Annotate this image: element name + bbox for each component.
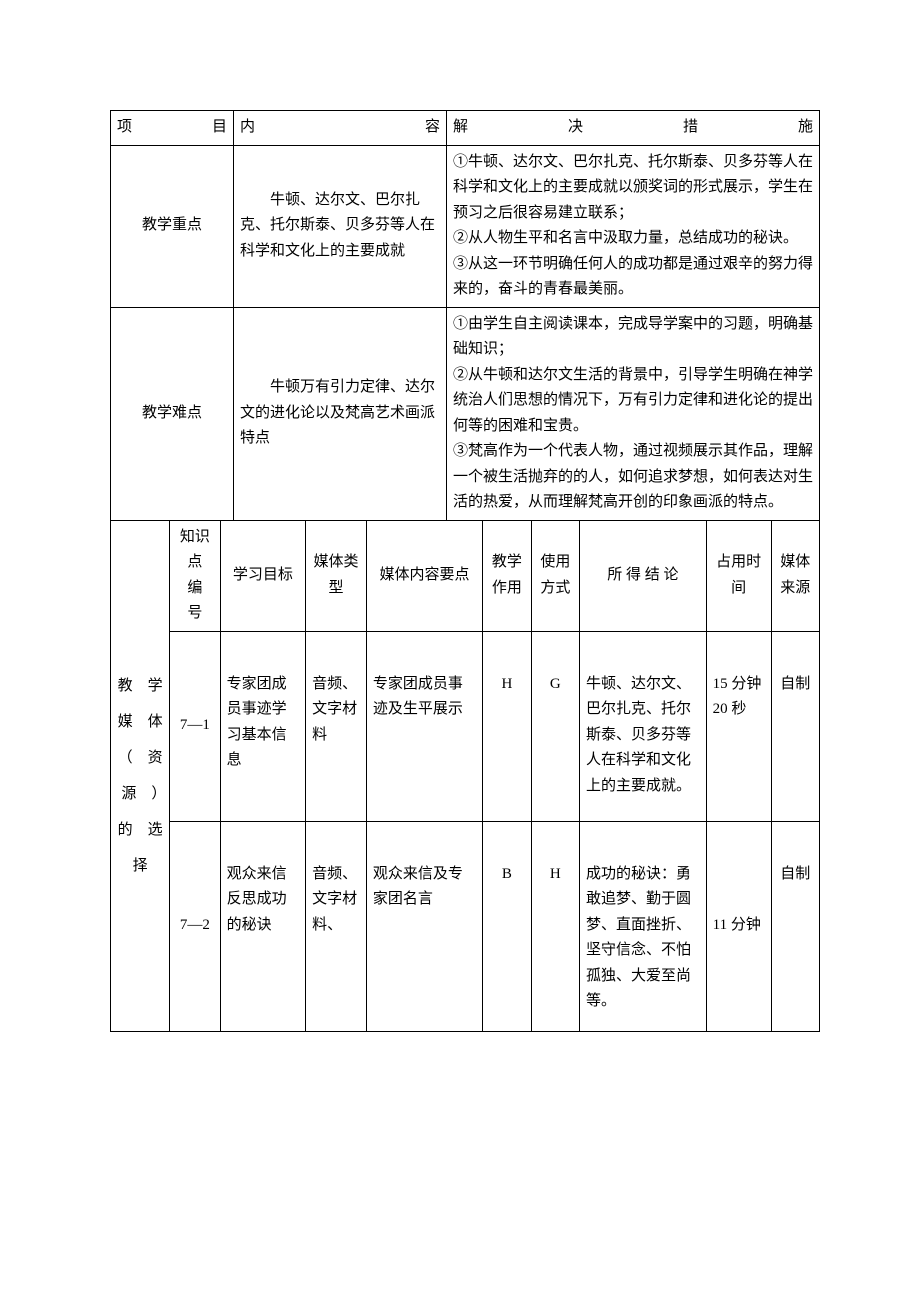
teaching-points-table: 项 目 内 容 解 决 措 施 教学重点 牛顿、达尔文、巴尔扎克、托尔斯泰、贝多… [110, 110, 820, 521]
cell-function: B [483, 821, 531, 1031]
cell-media-content: 观众来信及专家团名言 [366, 821, 482, 1031]
table-row: 7—1 专家团成员事迹学习基本信息 音频、文字材料 专家团成员事迹及生平展示 H… [111, 631, 820, 821]
row-content-focus: 牛顿、达尔文、巴尔扎克、托尔斯泰、贝多芬等人在科学和文化上的主要成就 [234, 145, 447, 307]
cell-media-content: 专家团成员事迹及生平展示 [366, 631, 482, 821]
cell-conclusion: 成功的秘诀：勇敢追梦、勤于圆梦、直面挫折、坚守信念、不怕孤独、大爱至尚等。 [580, 821, 707, 1031]
cell-goal: 专家团成员事迹学习基本信息 [220, 631, 305, 821]
document-page: 项 目 内 容 解 决 措 施 教学重点 牛顿、达尔文、巴尔扎克、托尔斯泰、贝多… [0, 0, 920, 1032]
table-header-row: 项 目 内 容 解 决 措 施 [111, 111, 820, 146]
table-row: 教学重点 牛顿、达尔文、巴尔扎克、托尔斯泰、贝多芬等人在科学和文化上的主要成就 … [111, 145, 820, 307]
media-resources-table: 教 学 媒 体 （ 资 源 ） 的 选 择 知识 点 编 号 学习目标 媒体类型… [110, 520, 820, 1032]
header-measure: 解 决 措 施 [447, 111, 820, 146]
header-item: 项 目 [111, 111, 234, 146]
header-content: 内 容 [234, 111, 447, 146]
header-function: 教学作用 [483, 520, 531, 631]
row-measure-focus: ①牛顿、达尔文、巴尔扎克、托尔斯泰、贝多芬等人在科学和文化上的主要成就以颁奖词的… [447, 145, 820, 307]
header-mode: 使用方式 [531, 520, 579, 631]
row-measure-difficulty: ①由学生自主阅读课本，完成导学案中的习题，明确基础知识； ②从牛顿和达尔文生活的… [447, 307, 820, 520]
header-source: 媒体来源 [771, 520, 819, 631]
cell-conclusion: 牛顿、达尔文、巴尔扎克、托尔斯泰、贝多芬等人在科学和文化上的主要成就。 [580, 631, 707, 821]
cell-media-type: 音频、文字材料 [306, 631, 367, 821]
cell-mode: H [531, 821, 579, 1031]
cell-mode: G [531, 631, 579, 821]
hdr-line1: 知识 [180, 529, 210, 545]
cell-media-type: 音频、文字材料、 [306, 821, 367, 1031]
header-goal: 学习目标 [220, 520, 305, 631]
row-content-difficulty: 牛顿万有引力定律、达尔文的进化论以及梵高艺术画派特点 [234, 307, 447, 520]
table-row: 教学难点 牛顿万有引力定律、达尔文的进化论以及梵高艺术画派特点 ①由学生自主阅读… [111, 307, 820, 520]
row-label-difficulty: 教学难点 [111, 307, 234, 520]
cell-function: H [483, 631, 531, 821]
sidebar-label: 教 学 媒 体 （ 资 源 ） 的 选 择 [111, 520, 170, 1031]
hdr-line3: 编 号 [187, 580, 217, 622]
cell-source: 自制 [771, 821, 819, 1031]
cell-time: 11 分钟 [706, 821, 771, 1031]
cell-time: 15 分钟20 秒 [706, 631, 771, 821]
header-media-type: 媒体类型 [306, 520, 367, 631]
header-media-content: 媒体内容要点 [366, 520, 482, 631]
cell-id: 7—2 [170, 821, 220, 1031]
header-time: 占用时间 [706, 520, 771, 631]
cell-goal: 观众来信反思成功的秘诀 [220, 821, 305, 1031]
row-label-focus: 教学重点 [111, 145, 234, 307]
table-row: 7—2 观众来信反思成功的秘诀 音频、文字材料、 观众来信及专家团名言 B H … [111, 821, 820, 1031]
table-header-row: 教 学 媒 体 （ 资 源 ） 的 选 择 知识 点 编 号 学习目标 媒体类型… [111, 520, 820, 631]
cell-source: 自制 [771, 631, 819, 821]
hdr-line2: 点 [187, 554, 202, 570]
header-knowledge-id: 知识 点 编 号 [170, 520, 220, 631]
header-conclusion: 所 得 结 论 [580, 520, 707, 631]
